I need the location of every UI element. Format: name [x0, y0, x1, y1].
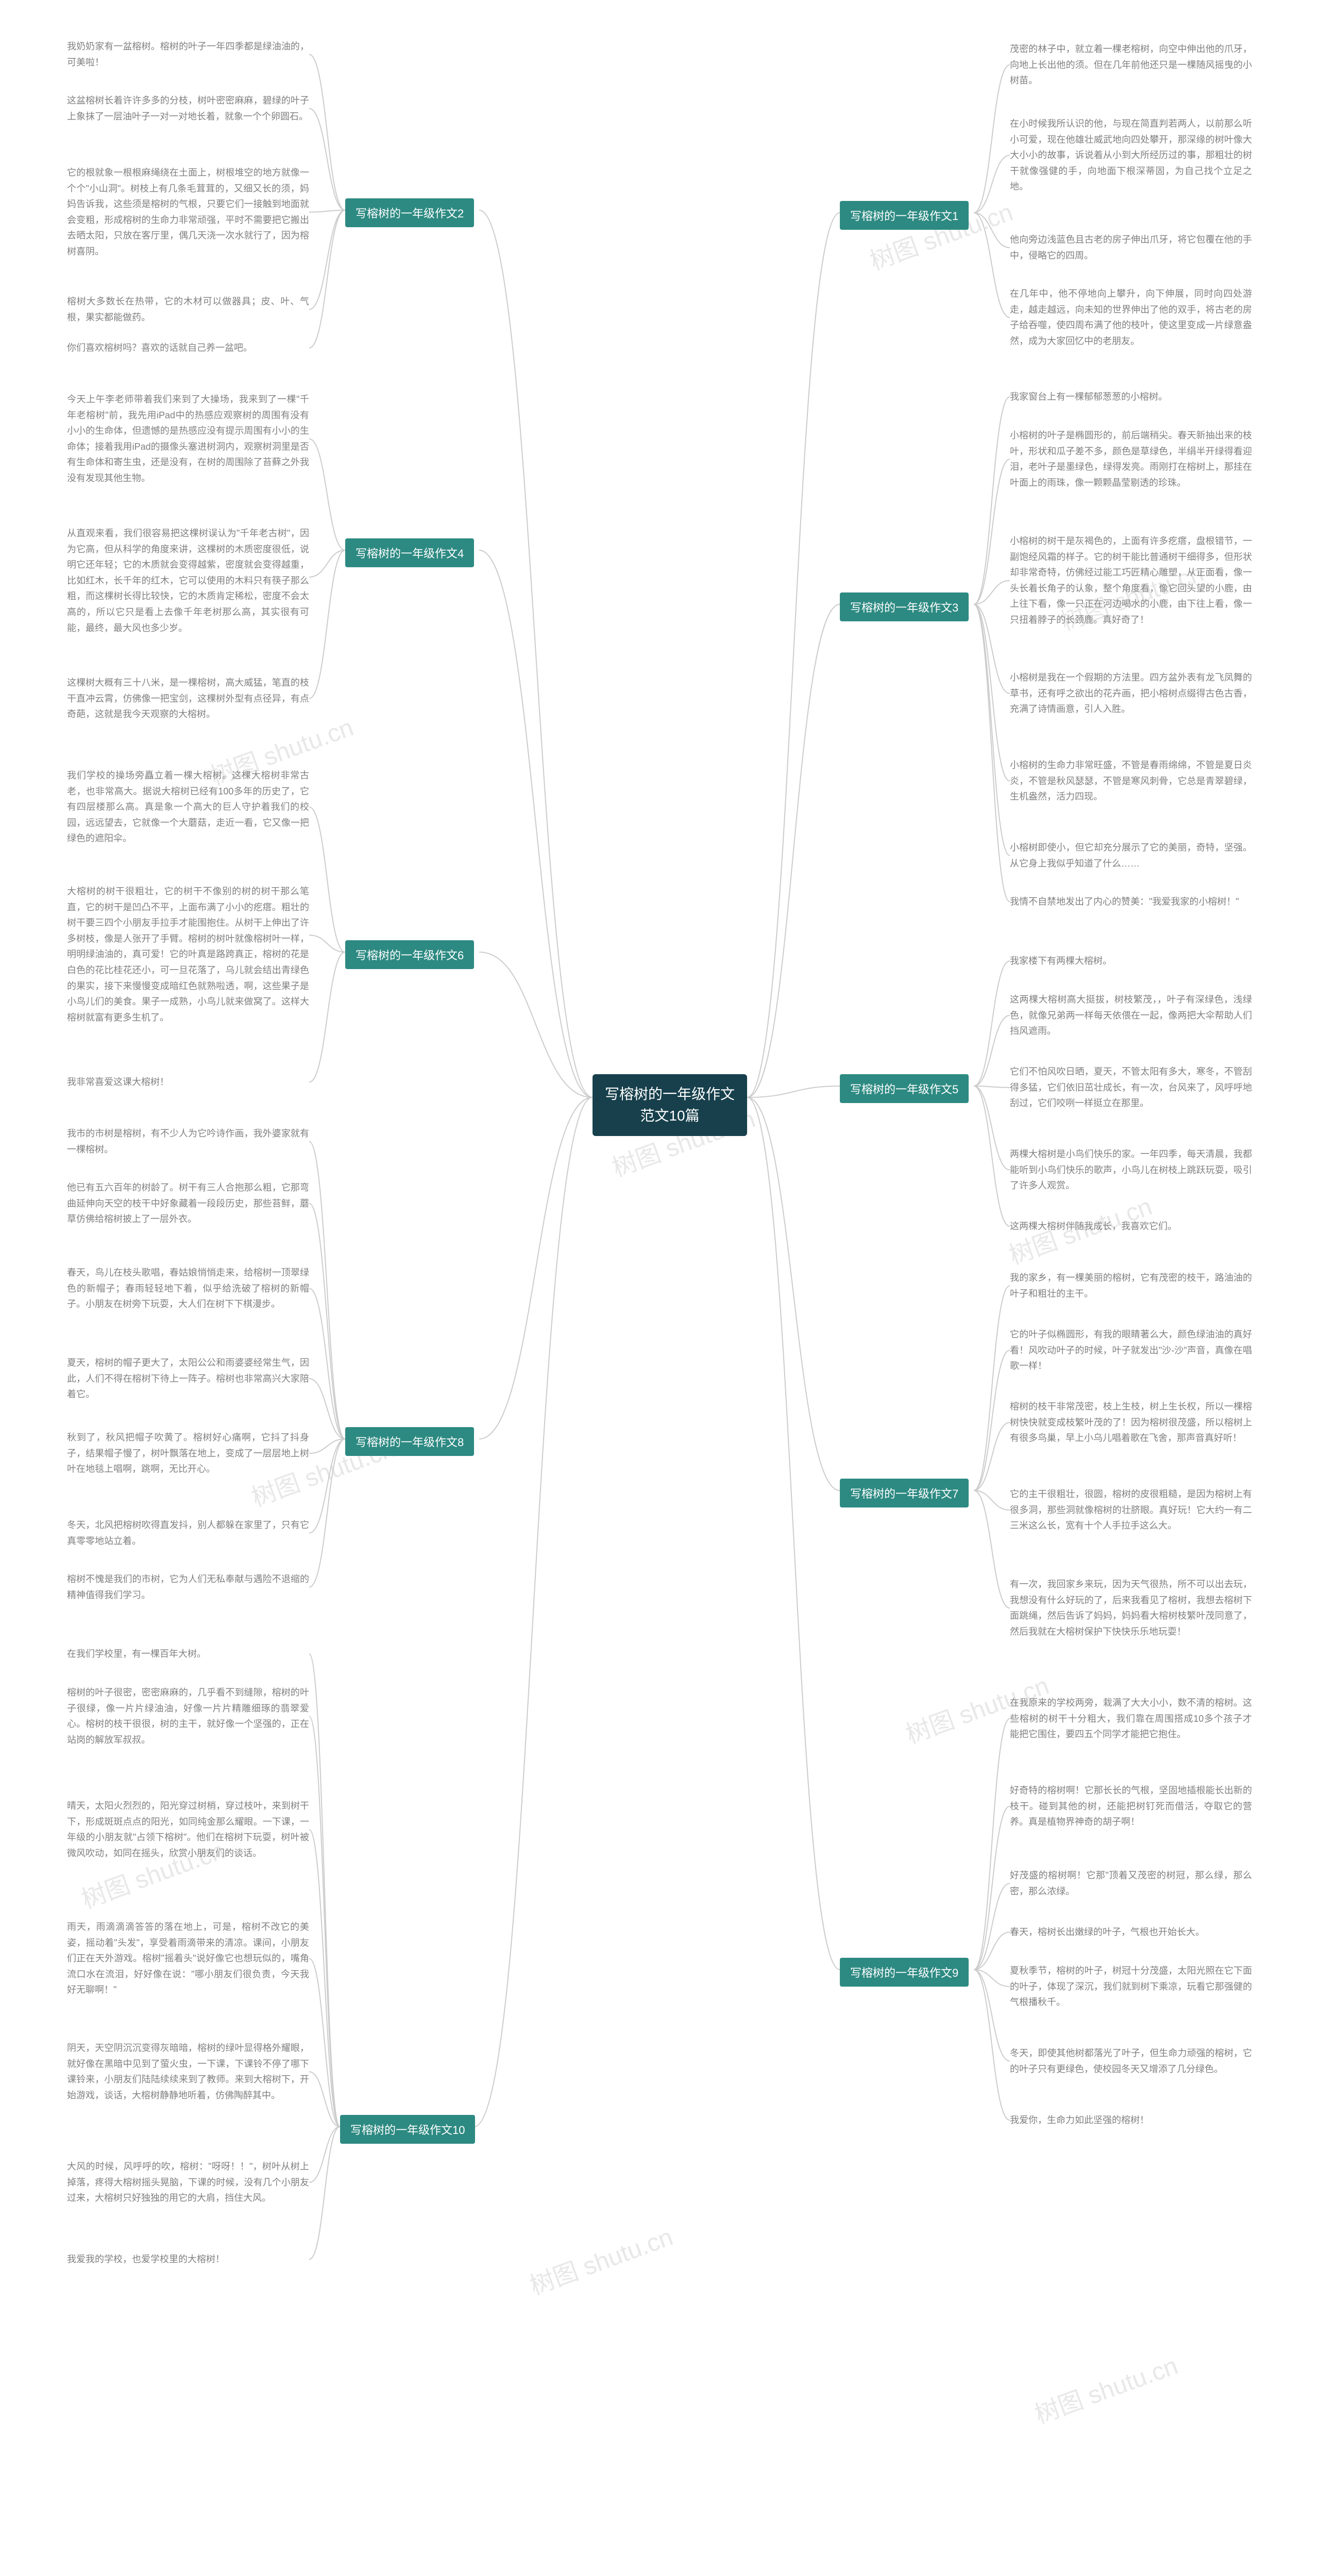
leaf-text: 春天，鸟儿在枝头歌唱，春姑娘悄悄走来，给榕树一顶翠绿色的新帽子；春雨轻轻地下着，…: [67, 1265, 309, 1312]
leaf-text: 我市的市树是榕树，有不少人为它吟诗作画，我外婆家就有一棵榕树。: [67, 1126, 309, 1157]
leaf-text: 有一次，我回家乡来玩，因为天气很热，所不可以出去玩，我想没有什么好玩的了，后来我…: [1010, 1577, 1252, 1639]
leaf-text: 冬天，即使其他树都落光了叶子，但生命力顽强的榕树，它的叶子只有更绿色，使校园冬天…: [1010, 2045, 1252, 2077]
leaf-text: 它的根就象一根根麻绳绕在土面上，树根堆空的地方就像一个个"小山洞"。树枝上有几条…: [67, 165, 309, 260]
leaf-text: 今天上午李老师带着我们来到了大操场，我来到了一棵"千年老榕树"前，我先用iPad…: [67, 392, 309, 486]
leaf-text: 两棵大榕树是小鸟们快乐的家。一年四季，每天清晨，我都能听到小鸟们快乐的歌声，小鸟…: [1010, 1146, 1252, 1194]
leaf-text: 这棵树大概有三十八米，是一棵榕树，高大威猛，笔直的枝干直冲云霄，仿佛像一把宝剑，…: [67, 675, 309, 722]
leaf-text: 它的主干很粗壮，很圆，榕树的皮很粗糙，是因为榕树上有很多洞，那些洞就像榕树的壮脐…: [1010, 1486, 1252, 1534]
leaf-text: 小榕树的叶子是椭圆形的，前后端稍尖。春天新抽出来的枝叶，形状和瓜子差不多，颜色是…: [1010, 428, 1252, 490]
leaf-text: 我爱你，生命力如此坚强的榕树！: [1010, 2112, 1252, 2128]
leaf-text: 我爱我的学校，也爱学校里的大榕树！: [67, 2251, 309, 2267]
leaf-text: 我们学校的操场旁矗立着一棵大榕树。这棵大榕树非常古老，也非常高大。据说大榕树已经…: [67, 768, 309, 846]
branch-node: 写榕树的一年级作文7: [840, 1479, 969, 1507]
leaf-text: 冬天，北风把榕树吹得直发抖，别人都躲在家里了，只有它真零零地站立着。: [67, 1517, 309, 1549]
leaf-text: 榕树大多数长在热带，它的木材可以做器具；皮、叶、气根，果实都能做药。: [67, 294, 309, 325]
leaf-text: 他已有五六百年的树龄了。树干有三人合抱那么粗，它那弯曲延伸向天空的枝干中好象藏着…: [67, 1180, 309, 1227]
branch-node: 写榕树的一年级作文9: [840, 1958, 969, 1987]
leaf-text: 我非常喜爱这课大榕树！: [67, 1074, 309, 1090]
branch-node: 写榕树的一年级作文8: [345, 1427, 474, 1456]
leaf-text: 我情不自禁地发出了内心的赞美："我爱我家的小榕树！": [1010, 894, 1252, 910]
leaf-text: 它的叶子似椭圆形，有我的眼睛著么大，颜色绿油油的真好看！风吹动叶子的时候，叶子就…: [1010, 1327, 1252, 1374]
branch-node: 写榕树的一年级作文6: [345, 940, 474, 969]
leaf-text: 小榕树的树干是灰褐色的，上面有许多疙瘩，盘根错节，一副饱经风霜的样子。它的树干能…: [1010, 533, 1252, 628]
leaf-text: 小榕树的生命力非常旺盛，不管是春雨绵绵，不管是夏日炎炎，不管是秋风瑟瑟，不管是寒…: [1010, 757, 1252, 805]
branch-node: 写榕树的一年级作文2: [345, 198, 474, 227]
leaf-text: 大榕树的树干很粗壮，它的树干不像别的树的树干那么笔直，它的树干是凹凸不平，上面布…: [67, 884, 309, 1025]
leaf-text: 从直观来看，我们很容易把这棵树误认为"千年老古树"，因为它高，但从科学的角度来讲…: [67, 526, 309, 636]
watermark: 树图 shutu.cn: [1029, 2345, 1182, 2430]
branch-node: 写榕树的一年级作文3: [840, 592, 969, 621]
leaf-text: 榕树的叶子很密，密密麻麻的，几乎看不到缝隙，榕树的叶子很绿，像一片片绿油油，好像…: [67, 1685, 309, 1748]
leaf-text: 在我原来的学校两旁，栽满了大大小小，数不清的榕树。这些榕树的树干十分粗大，我们靠…: [1010, 1695, 1252, 1742]
leaf-text: 这盆榕树长着许许多多的分枝，树叶密密麻麻，碧绿的叶子上象抹了一层油叶子一对一对地…: [67, 93, 309, 124]
leaf-text: 我奶奶家有一盆榕树。榕树的叶子一年四季都是绿油油的，可美啦！: [67, 39, 309, 70]
leaf-text: 夏秋季节，榕树的叶子，树冠十分茂盛，太阳光照在它下面的叶子，体现了深沉，我们就到…: [1010, 1963, 1252, 2010]
branch-node: 写榕树的一年级作文10: [340, 2115, 475, 2144]
leaf-text: 雨天，雨滴滴滴答答的落在地上，可是，榕树不改它的美姿，摇动着"头发"，享受着雨滴…: [67, 1919, 309, 1998]
watermark: 树图 shutu.cn: [524, 2216, 677, 2301]
leaf-text: 好茂盛的榕树啊！它那"顶着又茂密的树冠，那么绿，那么密，那么浓绿。: [1010, 1868, 1252, 1899]
leaf-text: 我家楼下有两棵大榕树。: [1010, 953, 1252, 969]
leaf-text: 在几年中，他不停地向上攀升，向下伸展，同时向四处游走，越走越远，向未知的世界伸出…: [1010, 286, 1252, 349]
leaf-text: 在小时候我所认识的他，与现在简直判若两人，以前那么听小可爱，现在他雄壮威武地向四…: [1010, 116, 1252, 195]
leaf-text: 春天，榕树长出嫩绿的叶子，气根也开始长大。: [1010, 1924, 1252, 1940]
leaf-text: 好奇特的榕树啊！它那长长的气根，坚固地插根能长出新的枝干。碰到其他的树，还能把树…: [1010, 1783, 1252, 1830]
leaf-text: 秋到了，秋风把帽子吹黄了。榕树好心痛啊，它抖了抖身子，结果帽子慢了，树叶飘落在地…: [67, 1430, 309, 1477]
leaf-text: 榕树的枝干非常茂密，枝上生枝，树上生长权，所以一棵榕树快快就变成枝繁叶茂的了！因…: [1010, 1399, 1252, 1446]
leaf-text: 这两棵大榕树高大挺拔，树枝繁茂，，叶子有深绿色，浅绿色，就像兄弟两一样每天依偎在…: [1010, 992, 1252, 1039]
leaf-text: 他向旁边浅蓝色且古老的房子伸出爪牙，将它包覆在他的手中，侵略它的四周。: [1010, 232, 1252, 263]
leaf-text: 茂密的林子中，就立着一棵老榕树，向空中伸出他的爪牙，向地上长出他的须。但在几年前…: [1010, 41, 1252, 89]
leaf-text: 我的家乡，有一棵美丽的榕树，它有茂密的枝干，路油油的叶子和粗壮的主干。: [1010, 1270, 1252, 1301]
leaf-text: 小榕树即使小，但它却充分展示了它的美丽，奇特，坚强。从它身上我似乎知道了什么……: [1010, 840, 1252, 871]
branch-node: 写榕树的一年级作文5: [840, 1074, 969, 1103]
leaf-text: 阴天，天空阴沉沉变得灰暗暗，榕树的绿叶显得格外耀眼，就好像在黑暗中见到了萤火虫，…: [67, 2040, 309, 2103]
leaf-text: 在我们学校里，有一棵百年大树。: [67, 1646, 309, 1662]
leaf-text: 大风的时候，风呼呼的吹，榕树："呀呀！！"，树叶从树上掉落，疼得大榕树摇头晃脑，…: [67, 2159, 309, 2206]
leaf-text: 夏天，榕树的帽子更大了，太阳公公和雨婆婆经常生气，因此，人们不得在榕树下待上一阵…: [67, 1355, 309, 1402]
leaf-text: 我家窗台上有一棵郁郁葱葱的小榕树。: [1010, 389, 1252, 405]
leaf-text: 小榕树是我在一个假期的方法里。四方盆外表有龙飞凤舞的草书，还有呼之欲出的花卉画，…: [1010, 670, 1252, 717]
branch-node: 写榕树的一年级作文4: [345, 538, 474, 567]
leaf-text: 它们不怕风吹日晒，夏天，不管太阳有多大，寒冬，不管刮得多猛，它们依旧茁壮成长，有…: [1010, 1064, 1252, 1111]
center-node: 写榕树的一年级作文范文10篇: [593, 1074, 747, 1136]
leaf-text: 这两棵大榕树伴随我成长，我喜欢它们。: [1010, 1218, 1252, 1234]
leaf-text: 榕树不愧是我们的市树，它为人们无私奉献与遇险不退缩的精神值得我们学习。: [67, 1571, 309, 1603]
leaf-text: 你们喜欢榕树吗？喜欢的话就自己养一盆吧。: [67, 340, 309, 356]
branch-node: 写榕树的一年级作文1: [840, 201, 969, 230]
leaf-text: 晴天，太阳火烈烈的，阳光穿过树梢，穿过枝叶，来到树干下，形成斑斑点点的阳光，如同…: [67, 1798, 309, 1861]
